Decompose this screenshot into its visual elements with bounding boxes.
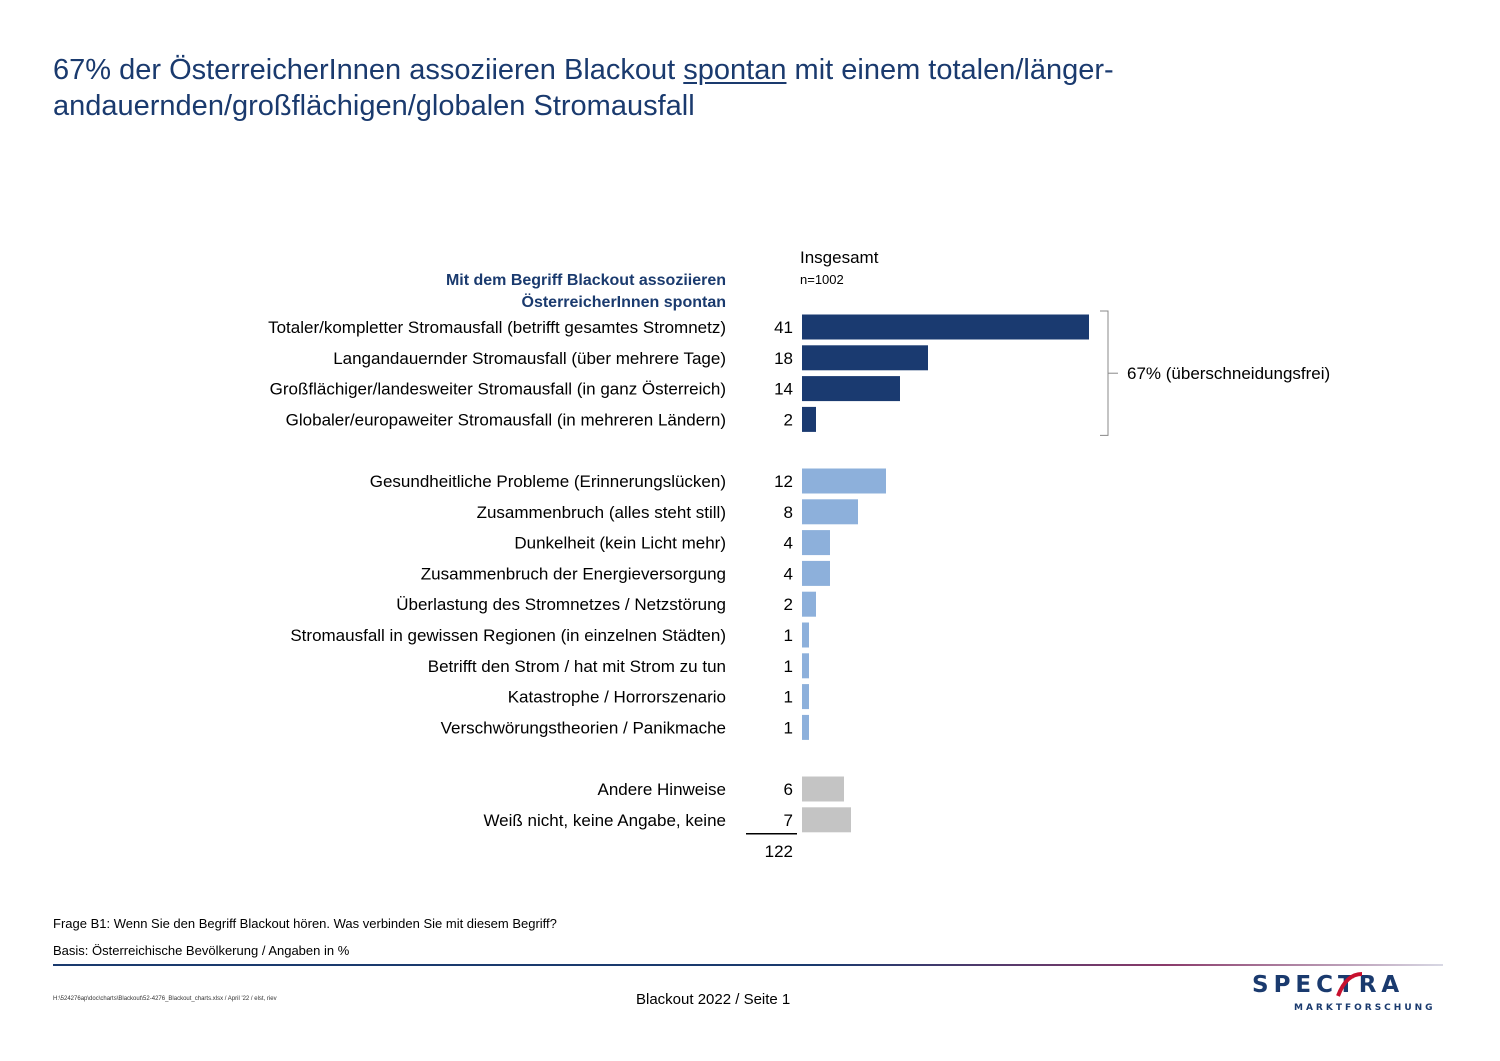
bar	[802, 591, 816, 617]
bar	[802, 530, 830, 556]
bar	[802, 684, 809, 710]
bar	[802, 376, 900, 402]
section-header-line1: Mit dem Begriff Blackout assoziieren	[445, 272, 726, 289]
bar	[802, 714, 809, 740]
value-label: 14	[774, 380, 793, 399]
category-label: Zusammenbruch der Energieversorgung	[421, 564, 726, 583]
value-label: 4	[784, 564, 793, 583]
page-info: Blackout 2022 / Seite 1	[636, 991, 791, 1008]
value-label: 1	[784, 688, 793, 707]
bar	[802, 560, 830, 586]
bar-chart: Totaler/kompletter Stromausfall (betriff…	[268, 310, 1330, 861]
value-label: 8	[784, 503, 793, 522]
footer-rule	[53, 964, 1443, 966]
value-label: 1	[784, 718, 793, 737]
category-label: Langandauernder Stromausfall (über mehre…	[333, 349, 726, 368]
footnote-question: Frage B1: Wenn Sie den Begriff Blackout …	[53, 916, 557, 931]
section-header: Mit dem Begriff Blackout assoziieren Öst…	[446, 270, 726, 314]
bar	[802, 499, 858, 525]
category-label: Weiß nicht, keine Angabe, keine	[483, 811, 726, 830]
page-title: 67% der ÖsterreicherInnen assoziieren Bl…	[53, 52, 1453, 124]
value-label: 41	[774, 318, 793, 337]
category-label: Dunkelheit (kein Licht mehr)	[514, 534, 726, 553]
logo-subtitle: MARKTFORSCHUNG	[1294, 1003, 1436, 1013]
title-underlined: spontan	[683, 54, 787, 86]
category-label: Überlastung des Stromnetzes / Netzstörun…	[396, 595, 726, 614]
category-label: Stromausfall in gewissen Regionen (in ei…	[290, 626, 726, 645]
bar	[802, 622, 809, 648]
category-label: Gesundheitliche Probleme (Erinnerungslüc…	[370, 472, 726, 491]
category-label: Globaler/europaweiter Stromausfall (in m…	[286, 410, 726, 429]
section-header-line2: ÖsterreicherInnen spontan	[521, 294, 727, 311]
bar	[802, 406, 816, 432]
column-header: Insgesamt	[800, 248, 879, 267]
value-label: 1	[784, 657, 793, 676]
bar	[802, 345, 928, 371]
value-label: 12	[774, 472, 793, 491]
category-label: Katastrophe / Horrorszenario	[508, 688, 726, 707]
value-label: 18	[774, 349, 793, 368]
bar	[802, 776, 844, 802]
bar	[802, 468, 886, 494]
value-label: 1	[784, 626, 793, 645]
value-label: 6	[784, 780, 793, 799]
category-label: Betrifft den Strom / hat mit Strom zu tu…	[428, 657, 726, 676]
category-label: Verschwörungstheorien / Panikmache	[441, 718, 726, 737]
category-label: Totaler/kompletter Stromausfall (betriff…	[268, 318, 726, 337]
title-part1: 67% der ÖsterreicherInnen assoziieren Bl…	[53, 54, 684, 86]
value-label: 4	[784, 534, 793, 553]
bar	[802, 314, 1089, 340]
file-path: H:\524276ap\doc\charts\Blackout\52-4276_…	[53, 996, 277, 1002]
category-label: Großflächiger/landesweiter Stromausfall …	[270, 380, 726, 399]
category-label: Zusammenbruch (alles steht still)	[477, 503, 726, 522]
spectra-logo: SPECTRA MARKTFORSCHUNG	[1250, 972, 1440, 1017]
title-line2: andauernden/großflächigen/globalen Strom…	[53, 90, 695, 122]
bar	[802, 807, 851, 833]
bracket	[1100, 310, 1109, 436]
logo-wordmark: SPECTRA	[1252, 972, 1405, 998]
bracket-label: 67% (überschneidungsfrei)	[1127, 364, 1330, 383]
title-part2: mit einem totalen/länger-	[786, 54, 1114, 86]
value-label: 2	[784, 595, 793, 614]
logo-swoosh-icon	[1336, 972, 1363, 997]
value-label: 2	[784, 410, 793, 429]
total-value: 122	[765, 842, 793, 861]
bar	[802, 653, 809, 679]
category-label: Andere Hinweise	[597, 780, 726, 799]
value-label: 7	[784, 811, 793, 830]
footnote-basis: Basis: Österreichische Bevölkerung / Ang…	[53, 943, 350, 958]
column-sample-size: n=1002	[800, 272, 844, 287]
